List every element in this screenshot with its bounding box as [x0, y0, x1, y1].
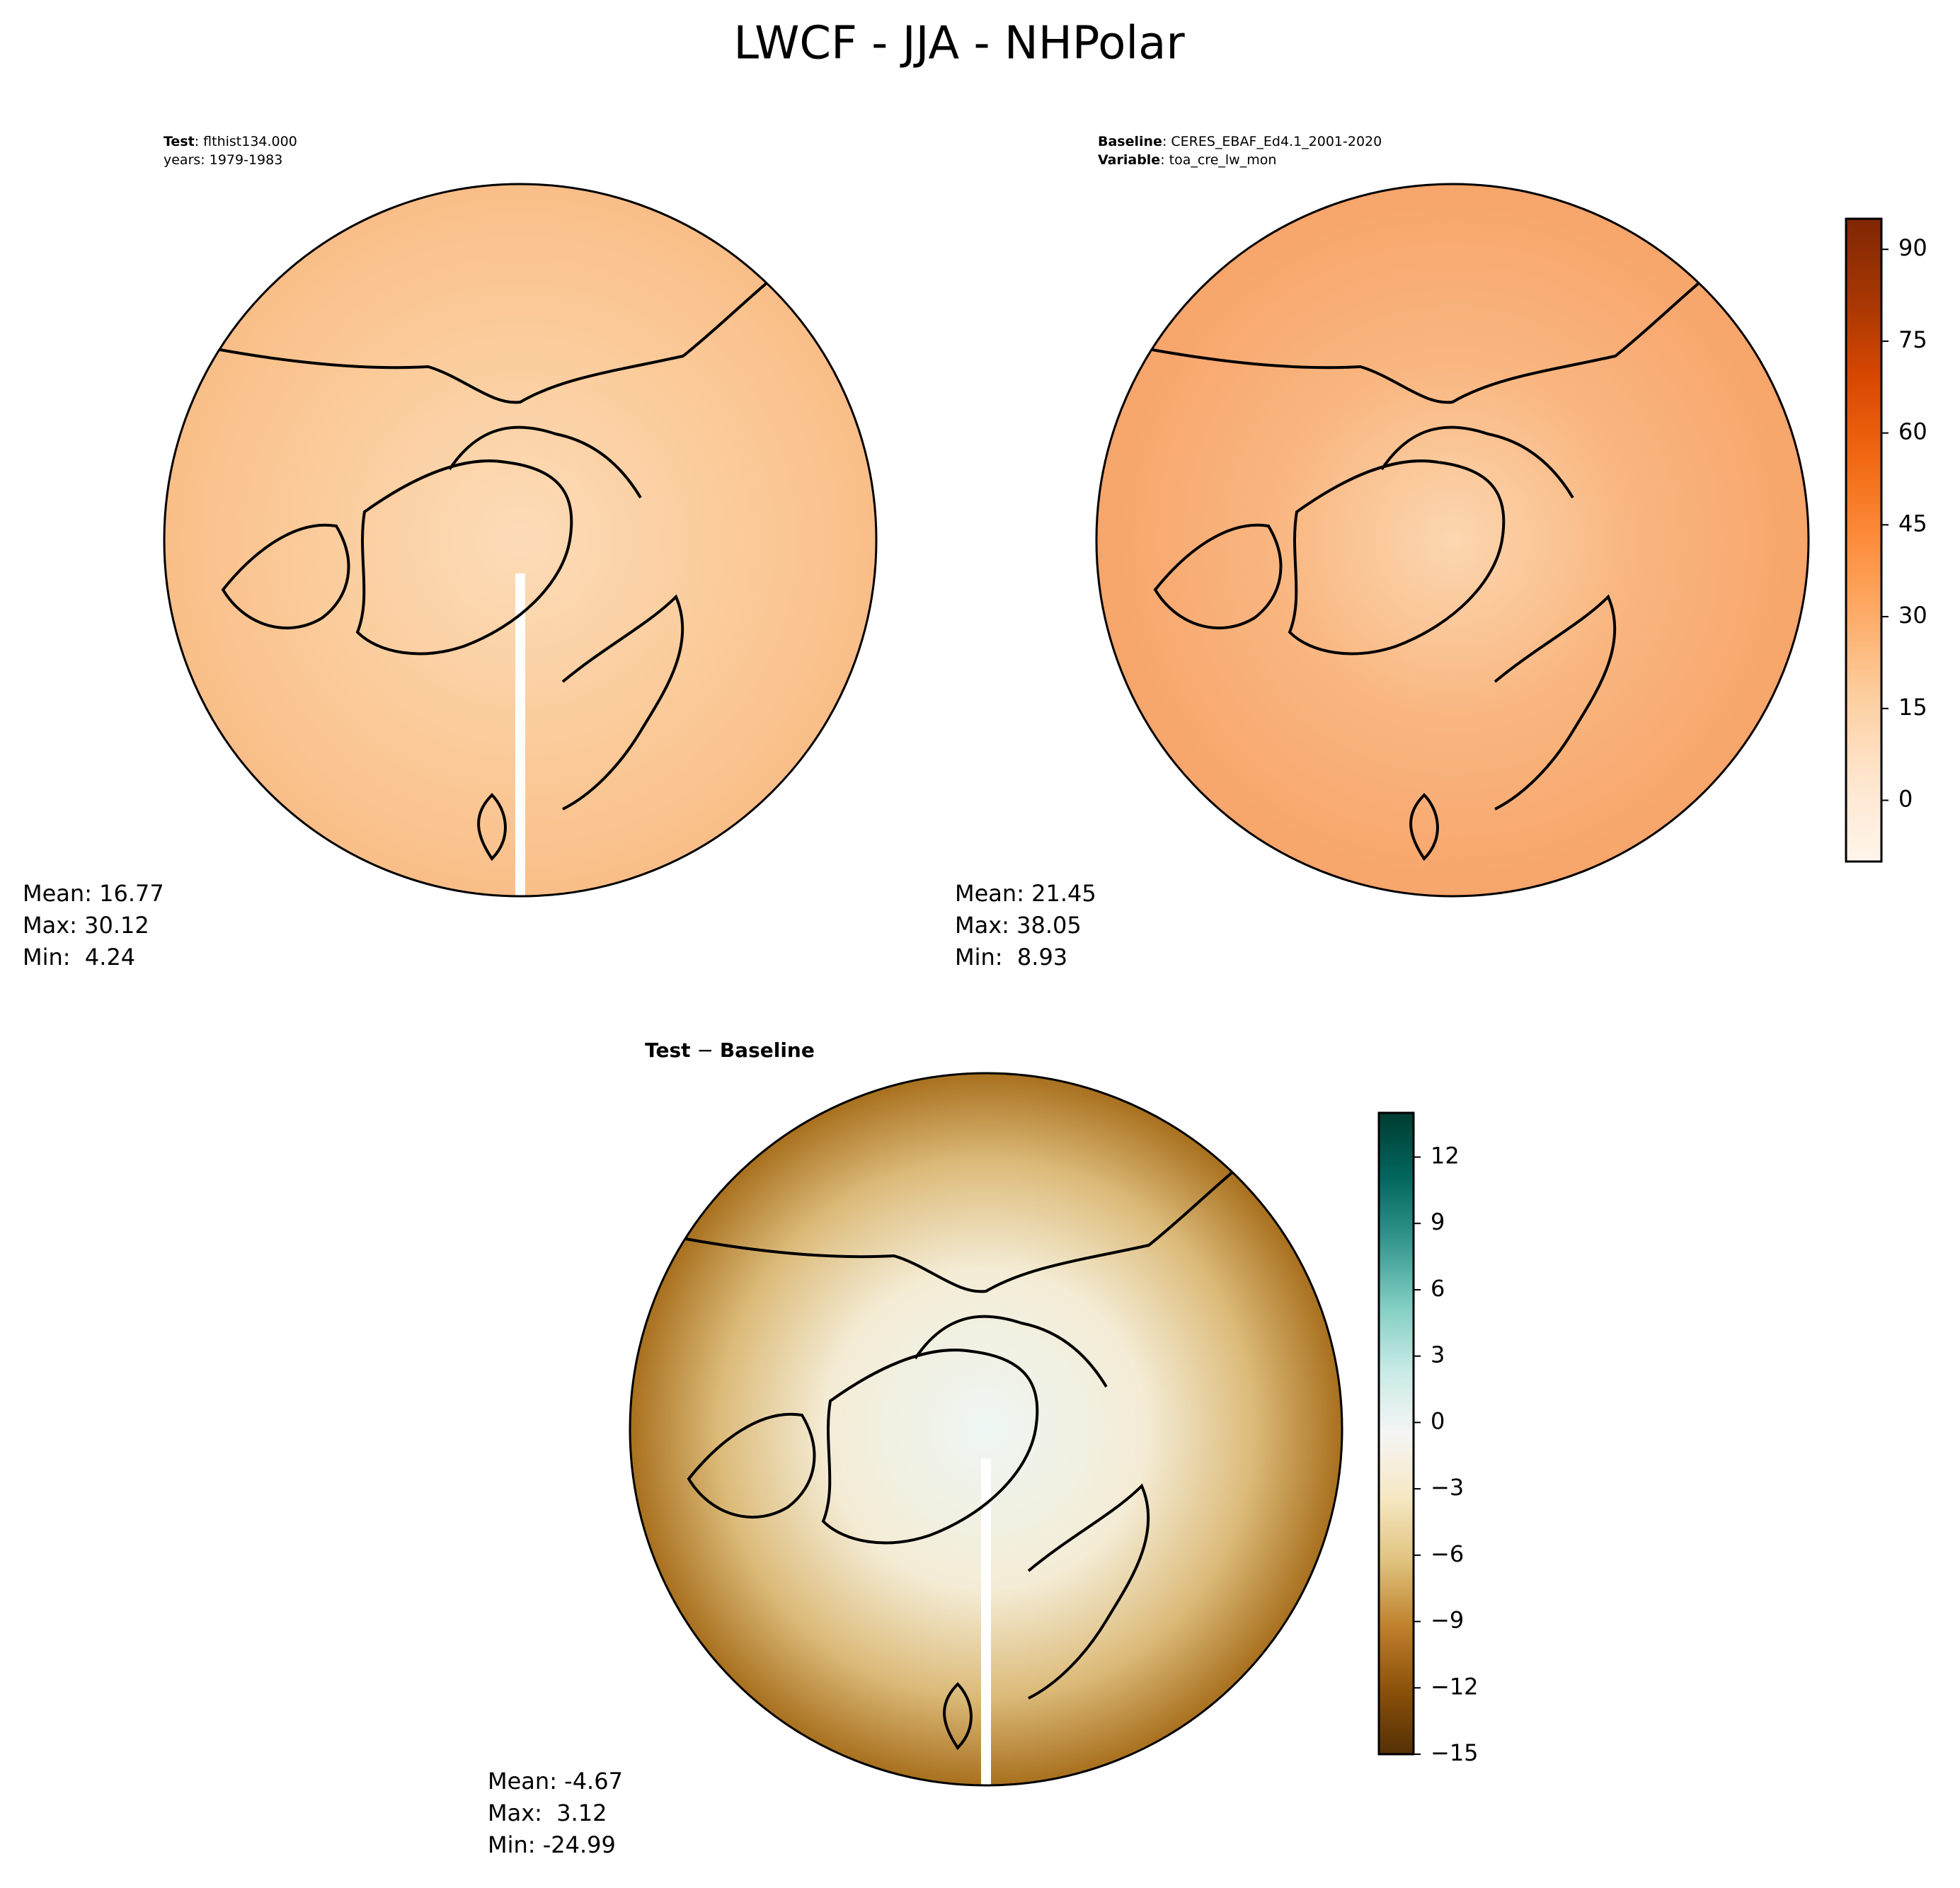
- stat-line: Max: 30.12: [23, 912, 149, 939]
- panel-heading: Variable: toa_cre_lw_mon: [1098, 152, 1276, 168]
- stat-line: Mean: -4.67: [488, 1768, 623, 1795]
- panel-heading: years: 1979-1983: [164, 152, 282, 168]
- stat-line: Min: -24.99: [488, 1831, 616, 1858]
- map-test: [164, 184, 876, 896]
- colorbar-tick-label: −15: [1431, 1739, 1479, 1766]
- colorbar-tick-label: 9: [1431, 1208, 1445, 1235]
- colorbar: [1377, 1111, 1415, 1756]
- colorbar-tick-label: 3: [1431, 1341, 1445, 1368]
- colorbar-tick-label: 0: [1431, 1407, 1445, 1434]
- colorbar-tick-label: 90: [1898, 234, 1927, 261]
- stat-line: Mean: 21.45: [955, 880, 1096, 907]
- colorbar-tick-label: 60: [1898, 418, 1927, 445]
- colorbar-tick-label: −6: [1431, 1540, 1464, 1567]
- panel-heading: Test: flthist134.000: [164, 134, 297, 149]
- colorbar-tick-label: 0: [1898, 786, 1913, 813]
- heading-key: Test: [164, 134, 195, 149]
- colorbar-tick-label: 45: [1898, 510, 1927, 537]
- heading-key: Baseline: [720, 1039, 815, 1062]
- panel-heading: Baseline: CERES_EBAF_Ed4.1_2001-2020: [1098, 134, 1382, 149]
- map-baseline: [1096, 184, 1809, 896]
- map-difference: [630, 1073, 1342, 1785]
- stat-line: Max: 3.12: [488, 1800, 607, 1826]
- heading-text: years: 1979-1983: [164, 152, 282, 168]
- heading-key: Test: [645, 1039, 690, 1062]
- colorbar-tick-label: −12: [1431, 1673, 1479, 1700]
- stat-line: Min: 8.93: [955, 944, 1067, 971]
- colorbar-tick-label: 15: [1898, 694, 1927, 721]
- map-border: [1095, 183, 1810, 898]
- figure-title: LWCF - JJA - NHPolar: [733, 18, 1185, 70]
- colorbar-tick-label: 12: [1431, 1142, 1460, 1169]
- colorbar: [1845, 217, 1883, 863]
- heading-text: : toa_cre_lw_mon: [1160, 152, 1276, 168]
- stat-line: Min: 4.24: [23, 944, 135, 971]
- colorbar-tick-label: 75: [1898, 326, 1927, 353]
- heading-key: Variable: [1098, 152, 1160, 168]
- stat-line: Max: 38.05: [955, 912, 1082, 939]
- heading-text: : flthist134.000: [195, 134, 297, 149]
- colorbar-tick-label: −3: [1431, 1474, 1464, 1501]
- stat-line: Mean: 16.77: [23, 880, 164, 907]
- map-border: [629, 1072, 1343, 1787]
- heading-key: Baseline: [1098, 134, 1162, 149]
- colorbar-tick-label: 6: [1431, 1275, 1445, 1302]
- heading-text: −: [691, 1039, 720, 1062]
- colorbar-tick-label: −9: [1431, 1607, 1464, 1634]
- map-border: [163, 183, 878, 898]
- colorbar-tick-label: 30: [1898, 602, 1927, 629]
- heading-text: : CERES_EBAF_Ed4.1_2001-2020: [1162, 134, 1382, 149]
- panel-heading: Test − Baseline: [645, 1039, 815, 1062]
